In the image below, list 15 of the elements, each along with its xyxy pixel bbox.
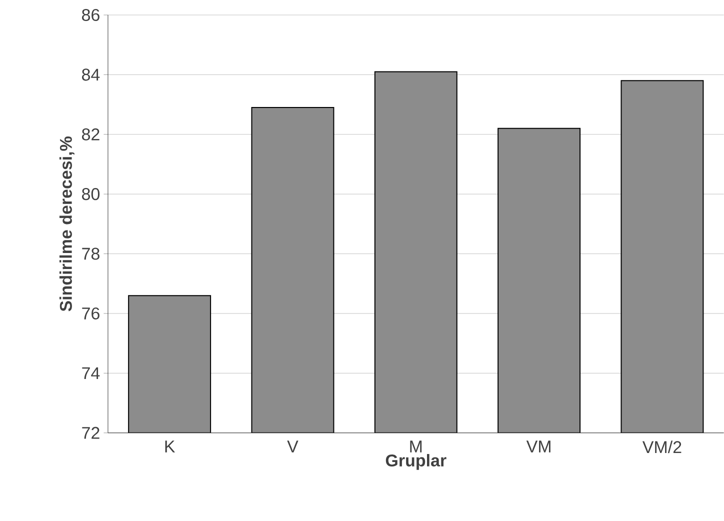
y-axis-title: Sindirilme derecesi,% [59, 136, 74, 312]
y-tick-label: 82 [82, 128, 100, 140]
y-tick-label: 78 [82, 248, 100, 260]
y-tick-label: 86 [82, 9, 100, 22]
x-tick-label: K [165, 440, 176, 452]
x-tick-label: VM/2 [642, 440, 682, 454]
x-tick-label: VM [526, 440, 550, 452]
y-tick-label: 84 [82, 68, 100, 81]
y-tick-label: 74 [82, 367, 100, 380]
y-tick-label: 72 [82, 427, 100, 439]
y-tick-label: 80 [82, 188, 100, 200]
x-axis-title: Gruplar [386, 454, 446, 470]
y-tick-label: 76 [82, 308, 100, 320]
x-tick-label: M [410, 440, 422, 452]
x-tick-label: V [287, 440, 298, 452]
